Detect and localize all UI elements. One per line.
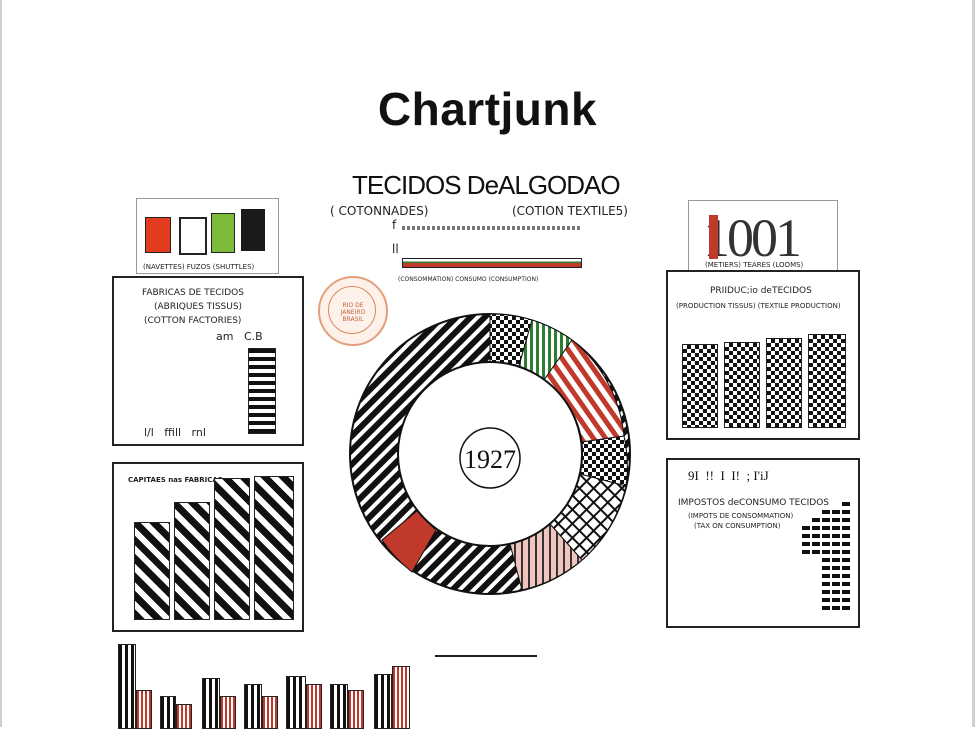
impostos-bar-1	[802, 524, 810, 554]
bottom-bar-1	[118, 644, 136, 729]
bottom-bar-6	[220, 696, 236, 729]
bottom-bar-3	[160, 696, 176, 729]
impostos-bar-3	[822, 510, 830, 610]
producao-bar-3	[766, 338, 802, 428]
producao-bar-4	[808, 334, 846, 428]
shuttle-green	[211, 213, 235, 253]
slide-right-border	[972, 0, 975, 727]
fuzos-caption: (NAVETTES) FUZOS (SHUTTLES)	[143, 263, 255, 271]
bottom-bar-10	[306, 684, 322, 729]
impostos-bar-2	[812, 514, 820, 554]
header-ruler	[402, 226, 582, 230]
producao-line1: PRIIDUC;io deTECIDOS	[710, 286, 812, 296]
header-small-l: ll	[392, 242, 399, 256]
capitaes-bar-1	[134, 522, 170, 620]
fabricas-line3: (COTTON FACTORIES)	[144, 316, 242, 326]
producao-bar-1	[682, 344, 718, 428]
teares-red-one	[709, 215, 718, 259]
producao-bar-2	[724, 342, 760, 428]
slide-left-border	[0, 0, 2, 727]
bottom-bar-14	[392, 666, 410, 729]
ring-chart: 1927	[349, 313, 631, 595]
bottom-bar-7	[244, 684, 262, 729]
fabricas-panel: FABRICAS DE TECIDOS (ABRIQUES TISSUS) (C…	[112, 276, 304, 446]
shuttle-red	[145, 217, 171, 253]
fabricas-line2: (ABRIQUES TISSUS)	[154, 302, 243, 312]
bottom-bar-2	[136, 690, 152, 729]
slide-title: Chartjunk	[377, 83, 598, 135]
bottom-bar-5	[202, 678, 220, 729]
seal-text: RIO DE JANEIRO BRASIL	[340, 302, 366, 323]
fabricas-top-labels: am C.B	[216, 330, 263, 343]
bottom-bar-8	[262, 696, 278, 729]
capitaes-panel: CAPITAES nas FABRICAS	[112, 462, 304, 632]
fabricas-bar	[248, 348, 276, 434]
seal-inner-ring	[328, 286, 376, 334]
impostos-bar-5	[842, 500, 850, 610]
header-small-f: f	[392, 218, 397, 232]
bottom-bar-4	[176, 704, 192, 729]
fabricas-bottom-labels: l/l ffill rnl	[144, 426, 206, 439]
bottom-bar-13	[374, 674, 392, 729]
fabricas-line1: FABRICAS DE TECIDOS	[142, 288, 244, 298]
shuttle-white	[179, 217, 207, 255]
capitaes-line1: CAPITAES nas FABRICAS	[128, 476, 223, 484]
impostos-bar-4	[832, 506, 840, 610]
bottom-bar-12	[348, 690, 364, 729]
capitaes-bar-4	[254, 476, 294, 620]
teares-panel: 1001 (METIERS) TEARES (LOOMS)	[688, 200, 838, 272]
impostos-line1: IMPOSTOS deCONSUMO TECIDOS	[678, 498, 830, 508]
infographic-header: TECIDOS DeALGODAO ( COTONNADES) (COTION …	[330, 170, 660, 290]
impostos-panel: 9I !! I I! ; I'iJ IMPOSTOS deCONSUMO TEC…	[666, 458, 860, 628]
shuttle-black	[241, 209, 265, 251]
header-sub-right: (COTION TEXTILE5)	[512, 204, 628, 218]
capitaes-bar-3	[214, 478, 250, 620]
bottom-bar-11	[330, 684, 348, 729]
consumption-caption: (CONSOMMATION) CONSUMO (CONSUMPTION)	[398, 276, 539, 283]
fuzos-panel: (NAVETTES) FUZOS (SHUTTLES)	[136, 198, 279, 274]
impostos-top: 9I !! I I! ; I'iJ	[688, 468, 769, 483]
bottom-rule	[435, 655, 537, 657]
consumption-bar	[402, 258, 582, 268]
producao-panel: PRIIDUC;io deTECIDOS (PRODUCTION TISSUS)…	[666, 270, 860, 440]
impostos-line3: (TAX ON CONSUMPTION)	[694, 522, 781, 530]
bottom-bar-9	[286, 676, 306, 729]
producao-line2: (PRODUCTION TISSUS) (TEXTILE PRODUCTION)	[676, 302, 841, 310]
header-title: TECIDOS DeALGODAO	[352, 170, 621, 200]
impostos-line2: (IMPOTS DE CONSOMMATION)	[688, 512, 794, 520]
teares-caption: (METIERS) TEARES (LOOMS)	[705, 261, 804, 269]
teares-number: 1001	[703, 208, 802, 268]
ring-year-circle	[459, 427, 521, 489]
bottom-bar-chart	[112, 638, 412, 729]
ring-year: 1927	[464, 445, 516, 474]
capitaes-bar-2	[174, 502, 210, 620]
header-sub-left: ( COTONNADES)	[330, 204, 429, 218]
seal-stamp: RIO DE JANEIRO BRASIL	[318, 276, 388, 346]
